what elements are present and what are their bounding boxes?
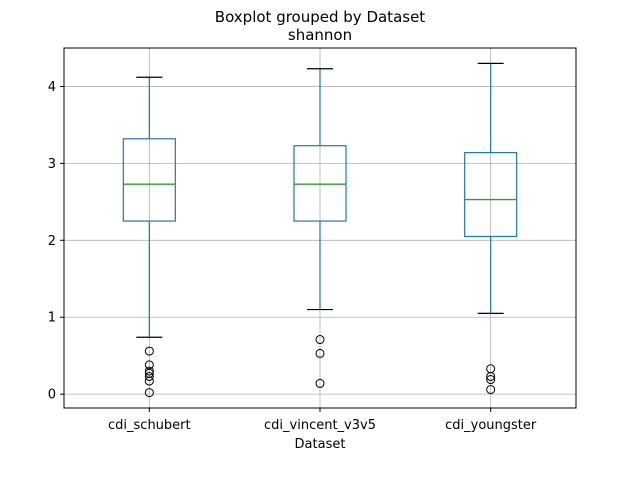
outlier-point bbox=[144, 388, 154, 398]
axis-ticks: 0 1 2 3 4 cdi_schubert cdi_vincent_v3v5 cdi_you… bbox=[48, 80, 537, 433]
outlier-point bbox=[144, 346, 154, 356]
y-tick-label: 0 bbox=[48, 388, 56, 403]
outlier-point bbox=[315, 348, 325, 358]
y-tick-label: 1 bbox=[48, 311, 56, 326]
iqr-box bbox=[293, 145, 347, 222]
y-tick-label: 4 bbox=[48, 80, 56, 95]
y-tick-label: 2 bbox=[48, 234, 56, 249]
outlier-point bbox=[486, 371, 496, 381]
chart-subtitle: shannon bbox=[288, 26, 352, 44]
outlier-point bbox=[486, 375, 496, 385]
outlier-point bbox=[315, 335, 325, 345]
outlier-point bbox=[486, 385, 496, 395]
boxes-layer bbox=[122, 62, 518, 398]
y-tick-label: 3 bbox=[48, 157, 56, 172]
x-tick-label: cdi_schubert bbox=[108, 418, 191, 433]
iqr-box bbox=[122, 138, 176, 222]
outlier-point bbox=[315, 378, 325, 388]
outlier-point bbox=[144, 366, 154, 376]
x-axis-label: Dataset bbox=[295, 437, 346, 452]
outlier-point bbox=[144, 371, 154, 381]
box-group-cdi_schubert bbox=[122, 76, 176, 398]
chart-title: Boxplot grouped by Dataset bbox=[215, 8, 426, 26]
box-group-cdi_youngster bbox=[464, 62, 518, 395]
x-tick-label: cdi_youngster bbox=[445, 418, 537, 433]
iqr-box bbox=[464, 152, 518, 238]
x-tick-label: cdi_vincent_v3v5 bbox=[264, 418, 376, 433]
outlier-point bbox=[144, 376, 154, 386]
box-group-cdi_vincent_v3v5 bbox=[293, 68, 347, 388]
